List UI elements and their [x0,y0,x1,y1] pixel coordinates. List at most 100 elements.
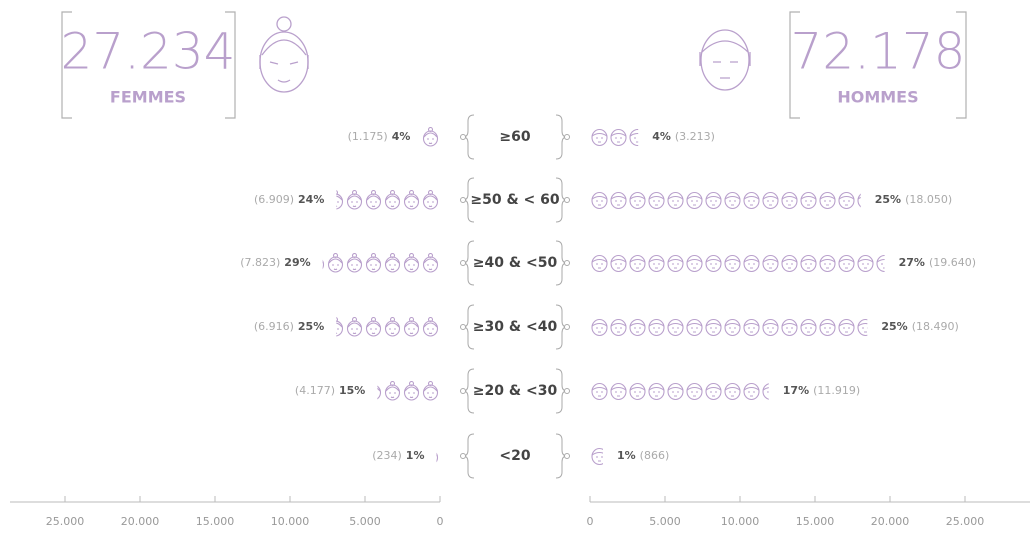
female-total: 27.234 [61,23,236,81]
brace-dot [460,197,466,203]
person-icon [686,191,703,210]
person-icon [838,191,855,210]
x-tick-label: 20.000 [121,515,160,528]
person-icon [724,382,741,401]
percent-label: 27% [899,256,925,269]
person-icon [705,382,722,401]
person-icon [346,190,363,210]
person-icon [667,191,684,210]
person-icon [724,254,741,273]
person-icon [422,127,439,147]
brace-dot [564,388,570,394]
person-icon [346,317,363,337]
person-icon [377,381,382,401]
age-group-label: ≥30 & <40 [473,319,558,335]
percent-label: 17% [783,384,809,397]
age-group-label: <20 [499,448,530,464]
person-icon [591,128,608,147]
x-tick-label: 5.000 [349,515,381,528]
count-label: (6.909) [254,193,294,206]
person-icon [403,190,420,210]
x-tick-label: 20.000 [871,515,910,528]
person-icon [629,254,646,273]
person-icon [819,254,836,273]
icon-bar [377,381,439,401]
icon-bar [591,191,861,210]
person-icon [591,318,608,337]
person-icon [800,191,817,210]
person-icon [743,318,760,337]
x-tick-label: 15.000 [196,515,235,528]
icon-bar [322,253,439,273]
male-legend: HOMMES [837,88,918,107]
person-icon [800,318,817,337]
x-tick-label: 10.000 [271,515,310,528]
brace-dot [564,453,570,459]
percent-label: 4% [652,130,671,143]
person-icon [384,253,401,273]
count-label: (3.213) [675,130,715,143]
person-icon [610,318,627,337]
count-label: (4.177) [295,384,335,397]
age-group-label: ≥60 [499,129,530,145]
brace-dot [460,453,466,459]
percent-label: 4% [392,130,411,143]
person-icon [422,381,439,401]
person-icon [629,318,646,337]
brace-dot [564,324,570,330]
count-label: (19.640) [929,256,976,269]
person-icon [422,253,439,273]
count-label: (11.919) [813,384,860,397]
brace-dot [460,134,466,140]
person-icon [610,128,627,147]
person-icon [384,381,401,401]
male-total: 72.178 [791,23,966,81]
percent-label: 1% [406,449,425,462]
count-label: (1.175) [348,130,388,143]
big-faces [259,16,751,93]
person-icon [384,190,401,210]
age-group-label: ≥40 & <50 [473,255,558,271]
brace-dot [564,134,570,140]
icon-bar [591,318,868,337]
person-icon [591,191,608,210]
person-icon [667,318,684,337]
x-tick-label: 0 [437,515,444,528]
person-icon [336,190,344,210]
female-legend: FEMMES [110,88,186,107]
person-icon [327,253,344,273]
icon-bar [591,382,769,401]
x-tick-label: 0 [587,515,594,528]
person-icon [705,191,722,210]
person-icon [838,318,855,337]
person-icon [610,254,627,273]
person-icon [762,191,779,210]
brace-dot [564,260,570,266]
person-icon [384,317,401,337]
count-label: (866) [640,449,670,462]
count-label: (234) [372,449,402,462]
age-group-label: ≥50 & < 60 [470,192,560,208]
icon-bar [591,254,885,273]
person-icon [322,253,325,273]
person-icon [365,253,382,273]
person-icon [336,317,344,337]
person-icon [365,190,382,210]
icon-bar [436,446,439,466]
x-tick-label: 25.000 [46,515,85,528]
person-icon [743,254,760,273]
person-icon [705,318,722,337]
person-icon [819,318,836,337]
person-icon [762,382,769,401]
person-icon [876,254,885,273]
person-icon [591,382,608,401]
icon-bar [336,317,439,337]
count-label: (7.823) [240,256,280,269]
person-icon [800,254,817,273]
person-icon [629,382,646,401]
person-icon [403,381,420,401]
person-icon [436,446,439,466]
person-icon [629,191,646,210]
person-icon [686,382,703,401]
person-icon [857,191,861,210]
